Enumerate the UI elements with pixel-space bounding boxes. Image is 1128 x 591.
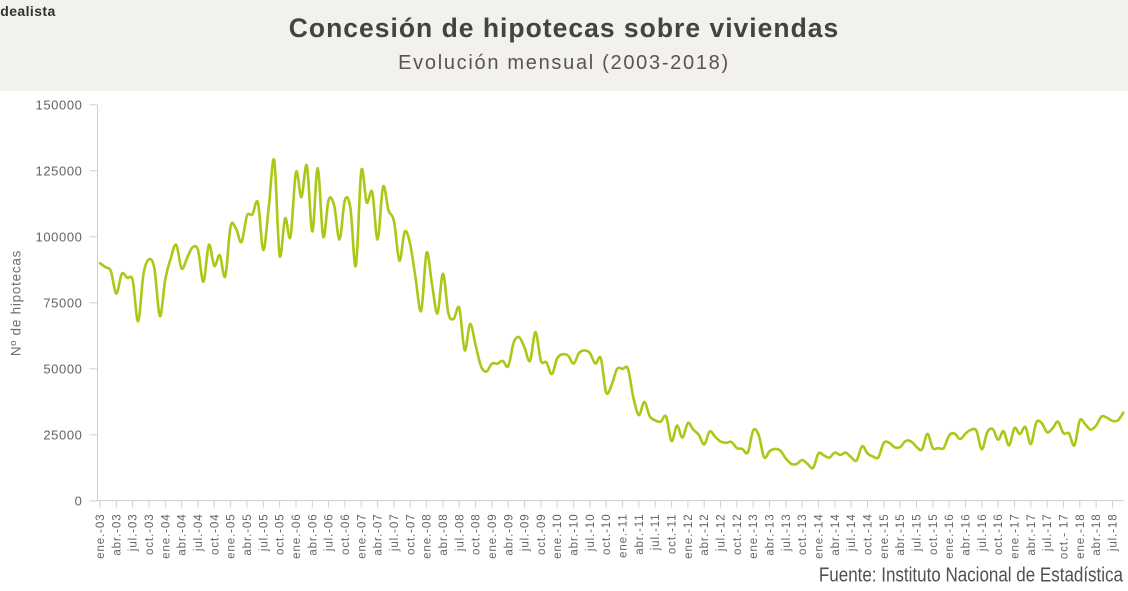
svg-text:jul.-09: jul.-09: [520, 514, 532, 553]
svg-text:50000: 50000: [43, 361, 82, 376]
svg-text:oct.-15: oct.-15: [928, 514, 940, 555]
svg-text:ene.-06: ene.-06: [291, 514, 303, 559]
svg-text:abr.-10: abr.-10: [569, 514, 581, 556]
svg-text:ene.-12: ene.-12: [683, 514, 695, 559]
svg-text:abr.-11: abr.-11: [634, 514, 646, 555]
svg-text:abr.-07: abr.-07: [373, 514, 385, 556]
svg-text:ene.-15: ene.-15: [879, 514, 891, 559]
svg-text:25000: 25000: [43, 427, 82, 442]
svg-text:abr.-14: abr.-14: [830, 514, 842, 556]
svg-text:jul.-06: jul.-06: [324, 514, 336, 553]
svg-text:abr.-13: abr.-13: [765, 514, 777, 556]
svg-text:ene.-14: ene.-14: [814, 514, 826, 559]
svg-text:abr.-12: abr.-12: [699, 514, 711, 556]
svg-text:ene.-07: ene.-07: [356, 514, 368, 559]
svg-text:jul.-05: jul.-05: [258, 514, 270, 553]
svg-text:oct.-13: oct.-13: [797, 514, 809, 555]
svg-text:jul.-16: jul.-16: [977, 514, 989, 553]
svg-text:oct.-12: oct.-12: [732, 514, 744, 555]
svg-text:oct.-07: oct.-07: [405, 514, 417, 555]
svg-text:abr.-16: abr.-16: [960, 514, 972, 556]
svg-text:abr.-09: abr.-09: [503, 514, 515, 556]
svg-text:jul.-11: jul.-11: [650, 514, 662, 552]
svg-text:oct.-09: oct.-09: [536, 514, 548, 555]
svg-text:abr.-18: abr.-18: [1091, 514, 1103, 556]
svg-text:75000: 75000: [43, 295, 82, 310]
svg-text:ene.-10: ene.-10: [552, 514, 564, 559]
svg-text:Nº de hipotecas: Nº de hipotecas: [9, 250, 24, 356]
svg-text:150000: 150000: [36, 97, 83, 112]
svg-text:0: 0: [75, 493, 83, 508]
svg-text:abr.-05: abr.-05: [242, 514, 254, 556]
svg-text:jul.-15: jul.-15: [912, 514, 924, 553]
svg-text:ene.-03: ene.-03: [95, 514, 107, 559]
svg-text:Fuente: Instituto Nacional de: Fuente: Instituto Nacional de Estadístic…: [819, 563, 1124, 586]
svg-text:oct.-08: oct.-08: [471, 514, 483, 555]
svg-text:jul.-04: jul.-04: [193, 514, 205, 553]
svg-text:ene.-16: ene.-16: [944, 514, 956, 559]
svg-text:oct.-04: oct.-04: [209, 514, 221, 555]
svg-text:jul.-14: jul.-14: [846, 514, 858, 553]
svg-text:oct.- 17: oct.- 17: [1058, 514, 1070, 560]
svg-text:oct.-10: oct.-10: [601, 514, 613, 555]
svg-text:oct.-11: oct.-11: [667, 514, 679, 555]
svg-text:abr.-08: abr.-08: [438, 514, 450, 556]
svg-text:125000: 125000: [36, 163, 83, 178]
svg-text:oct.-16: oct.-16: [993, 514, 1005, 555]
svg-text:ene.-09: ene.-09: [487, 514, 499, 559]
svg-text:jul.-12: jul.-12: [716, 514, 728, 553]
svg-text:jul.-13: jul.-13: [781, 514, 793, 553]
svg-text:ene.-13: ene.-13: [748, 514, 760, 559]
svg-text:jul.-10: jul.-10: [585, 514, 597, 553]
svg-text:100000: 100000: [36, 229, 83, 244]
svg-text:abr.-15: abr.-15: [895, 514, 907, 556]
svg-text:abr.-06: abr.-06: [307, 514, 319, 556]
svg-text:jul.-07: jul.-07: [389, 514, 401, 553]
svg-text:jul.-17: jul.-17: [1042, 514, 1054, 553]
svg-text:abr.-04: abr.-04: [177, 514, 189, 556]
svg-text:ene.-04: ene.-04: [160, 514, 172, 559]
svg-text:ene.-11: ene.-11: [618, 514, 630, 558]
svg-text:oct.-06: oct.-06: [340, 514, 352, 555]
svg-text:oct.-03: oct.-03: [144, 514, 156, 555]
svg-text:ene.-05: ene.-05: [226, 514, 238, 559]
svg-text:jul.-18: jul.-18: [1107, 514, 1119, 553]
svg-text:oct.-14: oct.-14: [863, 514, 875, 555]
svg-text:ene.-08: ene.-08: [422, 514, 434, 559]
svg-text:jul.-03: jul.-03: [128, 514, 140, 553]
svg-text:ene.-18: ene.-18: [1075, 514, 1087, 559]
svg-text:jul.-08: jul.-08: [454, 514, 466, 553]
svg-text:abr.-03: abr.-03: [111, 514, 123, 556]
svg-text:oct.-05: oct.-05: [275, 514, 287, 555]
svg-text:abr.-17: abr.-17: [1026, 514, 1038, 556]
svg-text:ene.-17: ene.-17: [1009, 514, 1021, 559]
